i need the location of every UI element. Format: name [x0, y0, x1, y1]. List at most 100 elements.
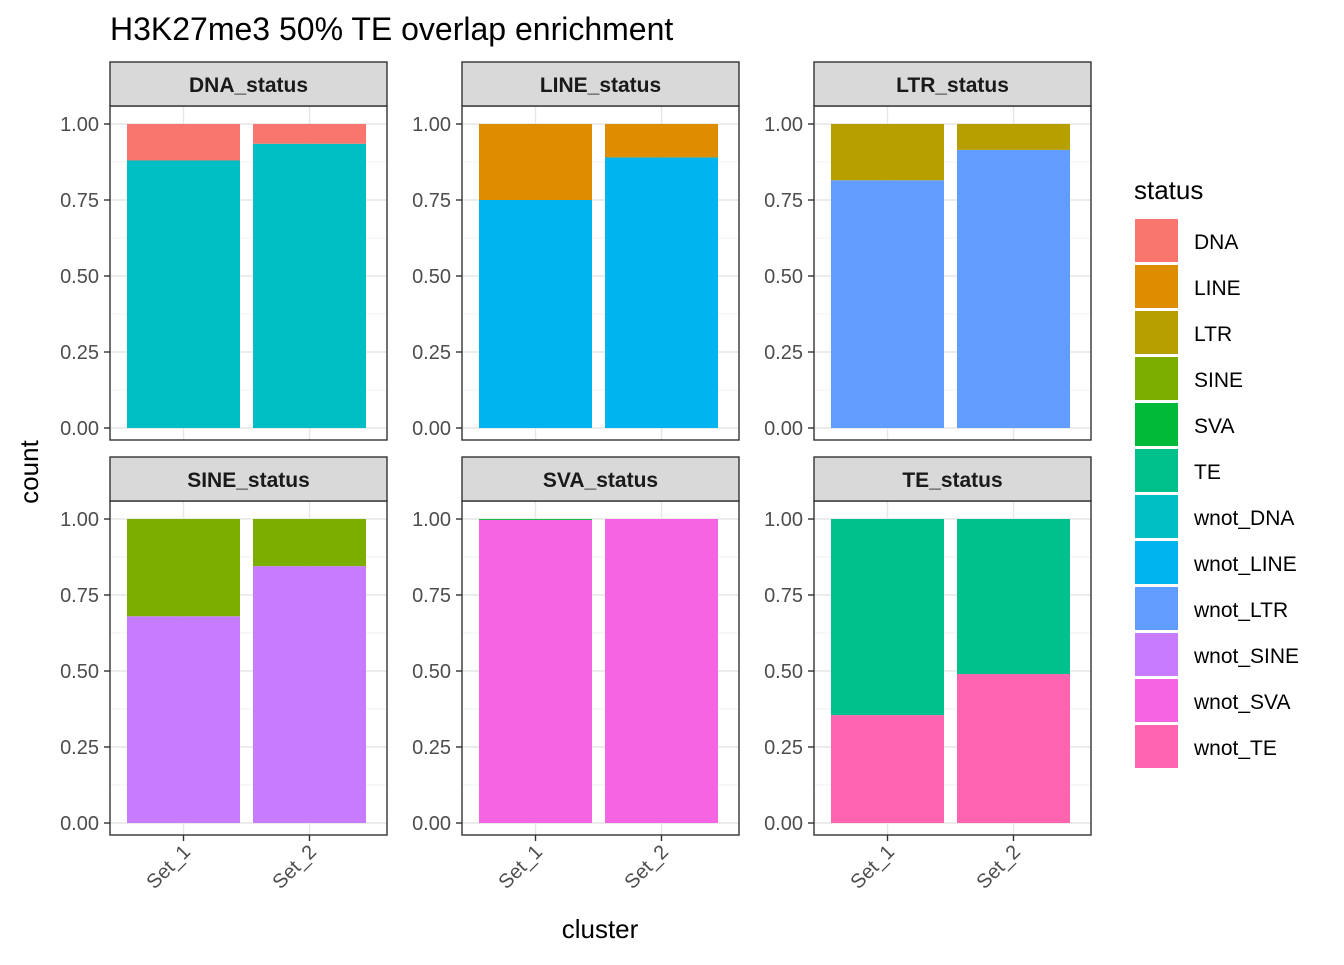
- y-tick-label: 1.00: [764, 509, 803, 531]
- y-tick-label: 0.75: [412, 190, 451, 212]
- legend-label-wnot_DNA: wnot_DNA: [1193, 507, 1294, 530]
- legend-label-wnot_SINE: wnot_SINE: [1193, 645, 1299, 668]
- x-tick-label: Set_2: [621, 841, 674, 894]
- legend-label-DNA: DNA: [1194, 231, 1238, 254]
- legend-key-wnot_SINE: [1135, 633, 1178, 676]
- legend-label-wnot_SVA: wnot_SVA: [1193, 691, 1291, 714]
- legend-key-SINE: [1135, 357, 1178, 400]
- y-tick-label: 0.75: [764, 585, 803, 607]
- y-tick-label: 0.00: [764, 418, 803, 440]
- y-tick-label: 0.00: [412, 418, 451, 440]
- legend-key-DNA: [1135, 219, 1178, 262]
- facet-strip: [461, 456, 740, 502]
- facet-strip-label: SINE_status: [187, 469, 310, 492]
- legend-label-SVA: SVA: [1194, 415, 1234, 438]
- bar-wnot_DNA-Set_2: [253, 143, 366, 428]
- y-tick-label: 0.00: [764, 813, 803, 835]
- bar-TE-Set_2: [957, 519, 1070, 675]
- x-tick-label: Set_1: [847, 841, 900, 894]
- y-tick-label: 0.00: [412, 813, 451, 835]
- facet-strip: [461, 61, 740, 107]
- chart-title: H3K27me3 50% TE overlap enrichment: [110, 11, 673, 47]
- bar-SINE-Set_1: [127, 519, 240, 617]
- y-tick-label: 1.00: [60, 509, 99, 531]
- facet-strip: [813, 61, 1092, 107]
- y-tick-label: 0.00: [60, 418, 99, 440]
- legend-label-TE: TE: [1194, 461, 1221, 484]
- legend-label-wnot_LTR: wnot_LTR: [1193, 599, 1288, 622]
- bar-SINE-Set_2: [253, 519, 366, 567]
- y-tick-label: 0.00: [60, 813, 99, 835]
- facet-strip-label: DNA_status: [189, 74, 308, 97]
- y-tick-label: 1.00: [412, 509, 451, 531]
- bar-DNA-Set_1: [127, 124, 240, 161]
- legend-label-wnot_TE: wnot_TE: [1193, 737, 1277, 760]
- x-tick-label: Set_1: [495, 841, 548, 894]
- bar-LTR-Set_1: [831, 124, 944, 181]
- bar-wnot_TE-Set_1: [831, 715, 944, 823]
- y-tick-label: 0.75: [412, 585, 451, 607]
- x-tick-label: Set_2: [973, 841, 1026, 894]
- bar-LINE-Set_2: [605, 124, 718, 158]
- y-tick-label: 0.50: [764, 661, 803, 683]
- legend-key-LINE: [1135, 265, 1178, 308]
- y-axis-title: count: [14, 439, 44, 503]
- bar-wnot_SVA-Set_2: [605, 519, 718, 823]
- legend-key-wnot_DNA: [1135, 495, 1178, 538]
- y-tick-label: 0.25: [412, 342, 451, 364]
- bar-DNA-Set_2: [253, 124, 366, 144]
- y-tick-label: 0.50: [764, 266, 803, 288]
- facet-strip-label: LTR_status: [896, 74, 1009, 97]
- legend-key-wnot_LTR: [1135, 587, 1178, 630]
- bar-SVA-Set_1: [479, 519, 592, 520]
- y-tick-label: 0.25: [60, 737, 99, 759]
- legend-key-wnot_TE: [1135, 725, 1178, 768]
- bar-LTR-Set_2: [957, 124, 1070, 150]
- bar-wnot_LINE-Set_1: [479, 200, 592, 428]
- y-tick-label: 1.00: [764, 114, 803, 136]
- x-tick-label: Set_2: [269, 841, 322, 894]
- legend-label-SINE: SINE: [1194, 369, 1243, 392]
- legend-title: status: [1134, 175, 1203, 205]
- y-tick-label: 0.25: [60, 342, 99, 364]
- y-tick-label: 0.25: [764, 737, 803, 759]
- facet-strip-label: TE_status: [902, 469, 1002, 492]
- legend-label-wnot_LINE: wnot_LINE: [1193, 553, 1297, 576]
- legend-key-wnot_LINE: [1135, 541, 1178, 584]
- facet-strip: [109, 456, 388, 502]
- facet-strip: [109, 61, 388, 107]
- y-tick-label: 0.75: [60, 585, 99, 607]
- x-axis-title: cluster: [562, 914, 639, 944]
- x-tick-label: Set_1: [143, 841, 196, 894]
- legend-key-TE: [1135, 449, 1178, 492]
- bar-wnot_SINE-Set_1: [127, 616, 240, 823]
- y-tick-label: 1.00: [412, 114, 451, 136]
- y-tick-label: 0.50: [60, 266, 99, 288]
- bar-wnot_SVA-Set_1: [479, 519, 592, 823]
- legend-label-LINE: LINE: [1194, 277, 1241, 300]
- y-tick-label: 0.25: [764, 342, 803, 364]
- legend-key-LTR: [1135, 311, 1178, 354]
- bar-wnot_LTR-Set_2: [957, 149, 1070, 428]
- y-tick-label: 0.75: [60, 190, 99, 212]
- facet-strip: [813, 456, 1092, 502]
- legend-label-LTR: LTR: [1194, 323, 1232, 346]
- y-tick-label: 0.75: [764, 190, 803, 212]
- bar-wnot_LTR-Set_1: [831, 180, 944, 428]
- y-tick-label: 0.25: [412, 737, 451, 759]
- bar-wnot_TE-Set_2: [957, 674, 1070, 823]
- bar-wnot_LINE-Set_2: [605, 157, 718, 428]
- legend-key-SVA: [1135, 403, 1178, 446]
- y-tick-label: 1.00: [60, 114, 99, 136]
- y-tick-label: 0.50: [412, 266, 451, 288]
- y-tick-label: 0.50: [412, 661, 451, 683]
- bar-LINE-Set_1: [479, 124, 592, 200]
- legend-key-wnot_SVA: [1135, 679, 1178, 722]
- bar-TE-Set_1: [831, 519, 944, 716]
- facet-strip-label: SVA_status: [543, 469, 658, 492]
- bar-wnot_DNA-Set_1: [127, 160, 240, 429]
- bar-wnot_SINE-Set_2: [253, 566, 366, 823]
- y-tick-label: 0.50: [60, 661, 99, 683]
